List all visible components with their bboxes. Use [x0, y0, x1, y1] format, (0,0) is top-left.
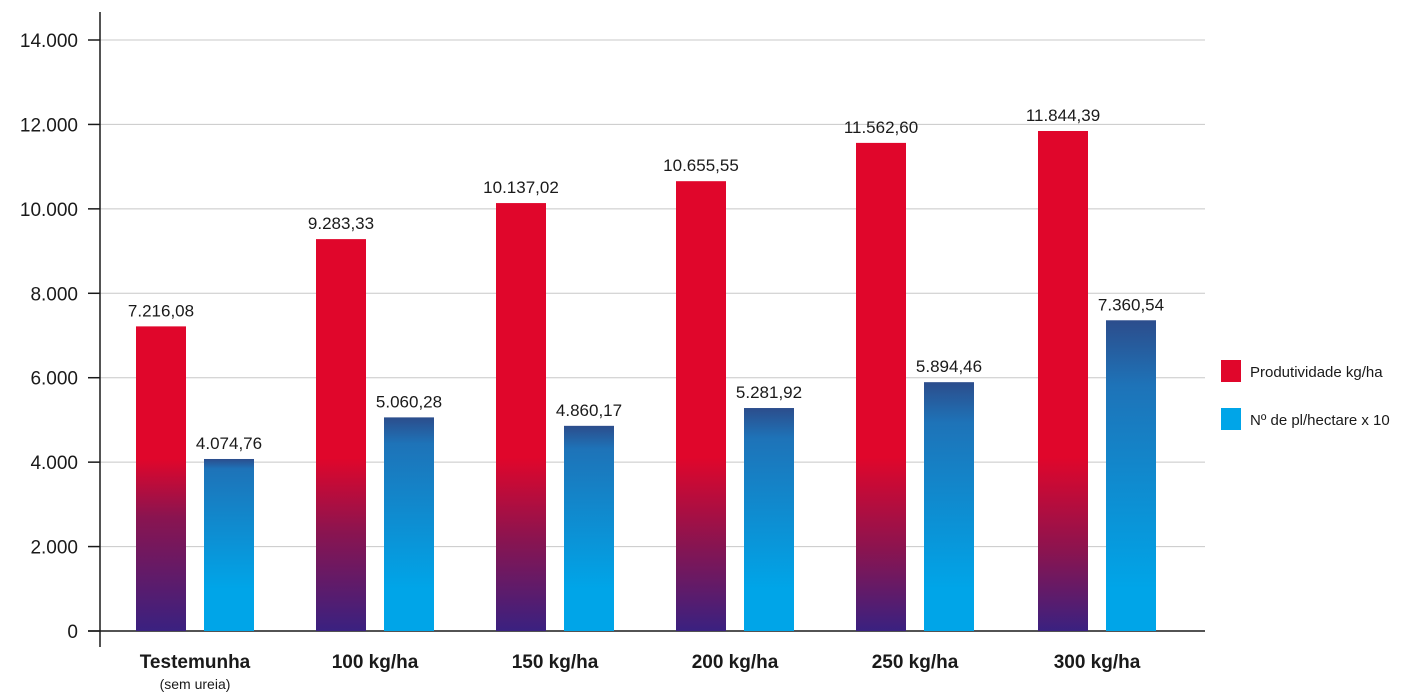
- data-label: 10.137,02: [483, 178, 559, 197]
- data-label: 10.655,55: [663, 156, 739, 175]
- x-category-sublabel: (sem ureia): [160, 676, 231, 692]
- data-label: 11.844,39: [1026, 106, 1100, 125]
- data-label: 4.074,76: [196, 434, 262, 453]
- bar-produtividade: [316, 239, 366, 632]
- y-tick-label: 12.000: [20, 115, 78, 136]
- data-label: 9.283,33: [308, 214, 374, 233]
- y-tick-label: 0: [67, 622, 78, 643]
- data-label: 5.894,46: [916, 357, 982, 376]
- bar-produtividade: [496, 203, 546, 631]
- bar-produtividade: [856, 142, 906, 631]
- y-tick-label: 10.000: [20, 200, 78, 221]
- data-label: 5.281,92: [736, 383, 802, 402]
- bar-plantas-hectare: [1106, 320, 1156, 631]
- axes: 0 2.000 4.000 6.000 8.000 10.000 12.000 14.000 T…: [20, 12, 1205, 692]
- data-label: 5.060,28: [376, 392, 442, 411]
- bar-plantas-hectare: [384, 417, 434, 631]
- legend-label: Produtividade kg/ha: [1250, 364, 1383, 381]
- gridlines: [100, 39, 1205, 548]
- bar-produtividade: [136, 326, 186, 631]
- y-tick-label: 14.000: [20, 31, 78, 52]
- legend: Produtividade kg/ha Nº de pl/hectare x 10: [1221, 360, 1390, 430]
- bar-produtividade: [676, 181, 726, 631]
- y-tick-label: 8.000: [30, 284, 78, 305]
- y-tick-label: 6.000: [30, 369, 78, 390]
- legend-swatch: [1221, 408, 1241, 430]
- data-label: 7.216,08: [128, 301, 194, 320]
- bar-plantas-hectare: [564, 425, 614, 631]
- y-tick-label: 4.000: [30, 453, 78, 474]
- x-category-label: 300 kg/ha: [1054, 652, 1141, 673]
- bar-plantas-hectare: [744, 408, 794, 631]
- data-label: 4.860,17: [556, 401, 622, 420]
- bar-plantas-hectare: [204, 458, 254, 631]
- legend-label: Nº de pl/hectare x 10: [1250, 412, 1390, 429]
- data-label: 7.360,54: [1098, 295, 1164, 314]
- legend-swatch: [1221, 360, 1241, 382]
- bar-plantas-hectare: [924, 382, 974, 631]
- bars: [136, 130, 1156, 632]
- x-category-label: 100 kg/ha: [332, 652, 419, 673]
- x-category-label: 250 kg/ha: [872, 652, 959, 673]
- data-label: 11.562,60: [844, 118, 918, 137]
- x-category-label: 150 kg/ha: [512, 652, 599, 673]
- x-category-label: 200 kg/ha: [692, 652, 779, 673]
- data-labels: 7.216,08 9.283,33 10.137,02 10.655,55 11.562…: [128, 106, 1164, 453]
- x-category-label: Testemunha: [140, 652, 251, 673]
- bar-produtividade: [1038, 130, 1088, 631]
- y-tick-label: 2.000: [30, 538, 78, 559]
